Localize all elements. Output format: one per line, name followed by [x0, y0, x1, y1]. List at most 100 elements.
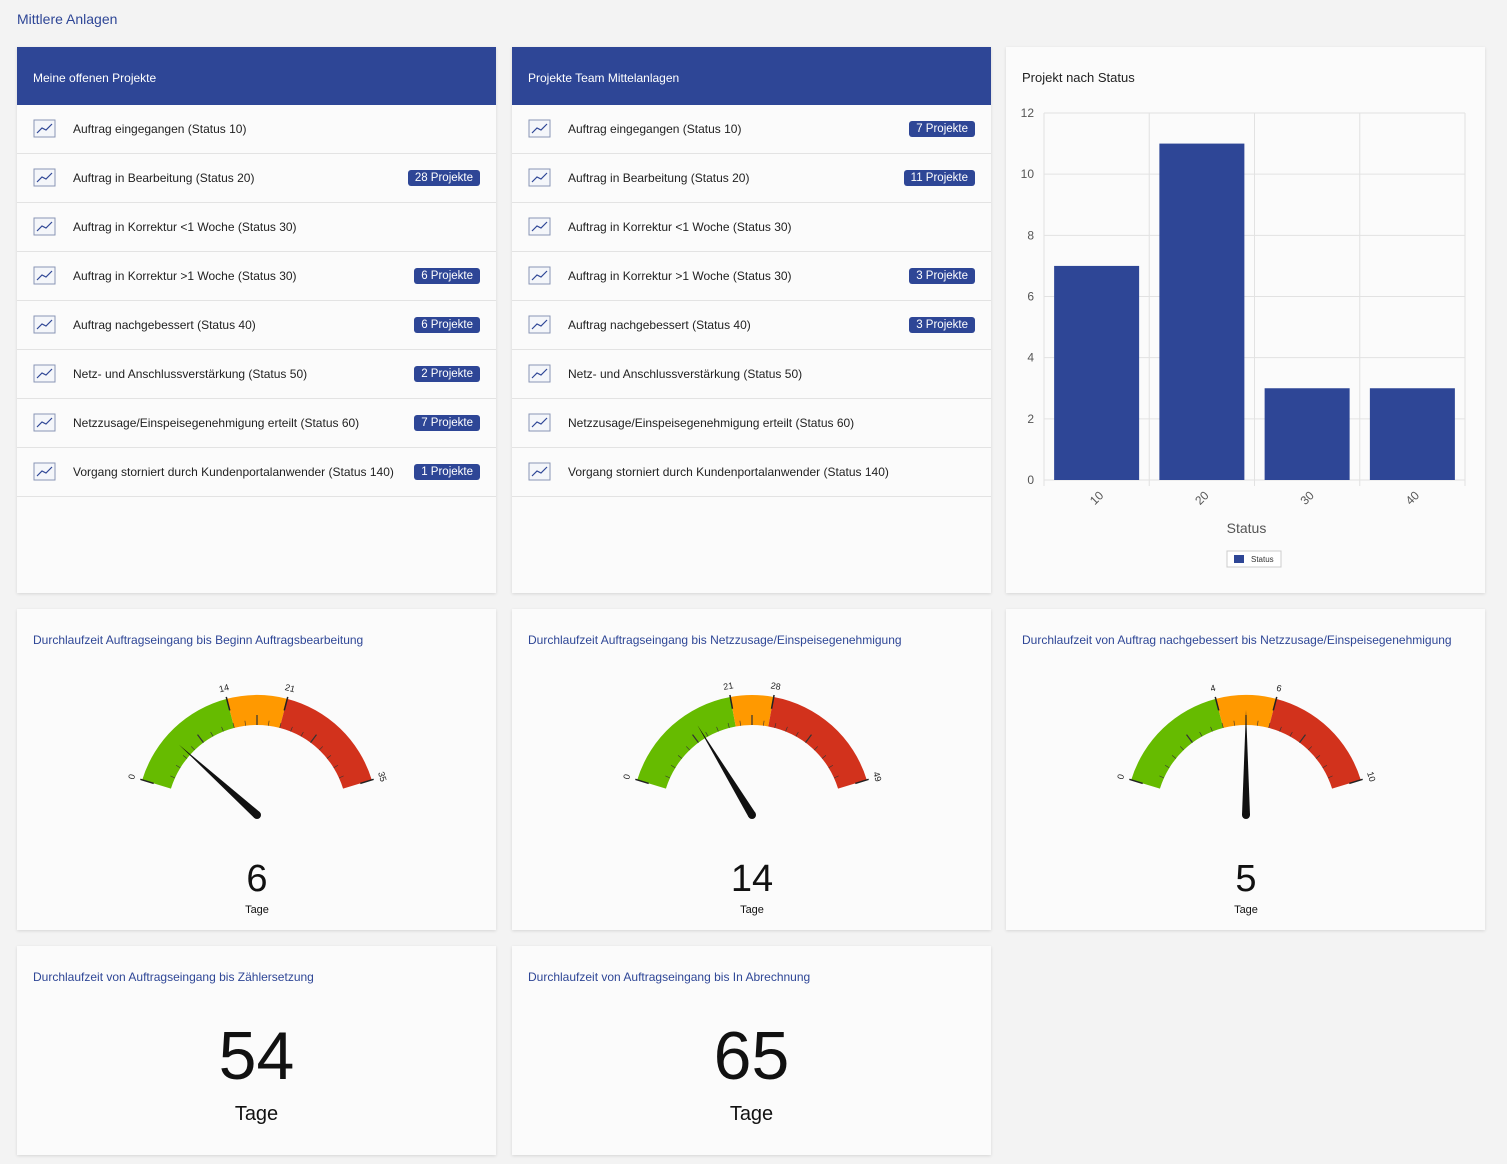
badge: 28 Projekte	[407, 170, 480, 186]
minor-tick	[665, 775, 671, 779]
gauge-tick-label: 6	[1275, 683, 1282, 694]
gauge-band	[226, 695, 288, 728]
minor-tick	[1199, 731, 1203, 737]
row-label: Auftrag nachgebessert (Status 40)	[73, 318, 256, 332]
icon-frame	[33, 119, 56, 138]
minor-tick	[1322, 764, 1328, 769]
list-row[interactable]: Auftrag nachgebessert (Status 40) 3 Proje…	[512, 301, 991, 350]
icon-line	[531, 123, 548, 134]
minor-tick	[221, 726, 224, 732]
y-tick-label: 2	[1027, 412, 1034, 426]
list-row[interactable]: Auftrag in Korrektur <1 Woche (Status 30…	[17, 203, 496, 252]
minor-tick	[828, 764, 834, 769]
chart-icon	[528, 462, 551, 481]
kpi-card: Durchlaufzeit von Auftragseingang bis In…	[512, 946, 991, 1155]
list-row[interactable]: Auftrag eingegangen (Status 10) 7 Projekt…	[512, 105, 991, 154]
legend-swatch	[1234, 555, 1244, 563]
badge: 3 Projekte	[909, 317, 975, 333]
list-row[interactable]: Auftrag in Bearbeitung (Status 20) 11 Pro…	[512, 154, 991, 203]
icon-line	[36, 417, 53, 428]
gauge-band	[1268, 698, 1361, 789]
icon-frame	[33, 315, 56, 334]
icon-line	[531, 270, 548, 281]
gauge-unit: Tage	[740, 904, 764, 916]
x-tick-label: 40	[1403, 488, 1423, 508]
minor-tick	[1159, 775, 1165, 779]
row-label: Auftrag eingegangen (Status 10)	[73, 122, 247, 136]
icon-frame	[528, 315, 551, 334]
gauge-value: 5	[1235, 858, 1256, 900]
minor-tick	[333, 764, 339, 769]
chart-icon	[33, 168, 56, 187]
gauge-tick-label: 35	[376, 770, 388, 783]
bar	[1159, 143, 1245, 480]
icon-frame	[33, 413, 56, 432]
kpi-unit: Tage	[234, 1103, 279, 1125]
icon-frame	[528, 217, 551, 236]
badge: 1 Projekte	[414, 464, 480, 480]
needle-hub	[1242, 811, 1250, 819]
chart-icon	[528, 217, 551, 236]
icon-frame	[528, 364, 551, 383]
row-label: Netzzusage/Einspeisegenehmigung erteilt …	[568, 416, 855, 430]
icon-frame	[33, 168, 56, 187]
list-row[interactable]: Netz- und Anschlussverstärkung (Status 5…	[512, 350, 991, 399]
minor-tick	[1164, 764, 1170, 769]
icon-line	[36, 221, 53, 232]
gauge-tick-label: 49	[871, 770, 883, 783]
project-list-card: Meine offenen Projekte Auftrag eingegange…	[17, 47, 496, 593]
minor-tick	[182, 755, 188, 759]
needle	[1242, 710, 1250, 815]
list-row[interactable]: Netzzusage/Einspeisegenehmigung erteilt …	[512, 399, 991, 448]
list-row[interactable]: Auftrag in Korrektur <1 Woche (Status 30…	[512, 203, 991, 252]
minor-tick	[244, 720, 246, 726]
minor-tick	[795, 731, 799, 737]
chart-icon	[528, 315, 551, 334]
x-tick-label: 10	[1087, 488, 1107, 508]
gauge-unit: Tage	[245, 904, 269, 916]
minor-tick	[1180, 746, 1184, 751]
gauge-tick-label: 28	[770, 680, 782, 692]
chart-icon	[528, 168, 551, 187]
list-row[interactable]: Auftrag in Korrektur >1 Woche (Status 30…	[17, 252, 496, 301]
minor-tick	[821, 755, 827, 759]
gauge-band	[768, 696, 867, 789]
list-row[interactable]: Netzzusage/Einspeisegenehmigung erteilt …	[17, 399, 496, 448]
row-label: Vorgang storniert durch Kundenportalanwe…	[568, 465, 889, 479]
badge: 3 Projekte	[909, 268, 975, 284]
list-row[interactable]: Auftrag in Korrektur >1 Woche (Status 30…	[512, 252, 991, 301]
minor-tick	[319, 746, 323, 751]
y-tick-label: 4	[1027, 351, 1034, 365]
chart-icon	[528, 119, 551, 138]
minor-tick	[727, 722, 730, 728]
chart-icon	[528, 266, 551, 285]
bar-chart: Projekt nach Status 0 2 4 6 8 10 12 10 20 30 40 Stat…	[1021, 70, 1466, 568]
minor-tick	[326, 755, 332, 759]
gauge-card: Durchlaufzeit Auftragseingang bis Netzzu…	[512, 609, 991, 930]
project-list-card: Projekte Team Mittelanlagen Auftrag einge…	[512, 47, 991, 593]
minor-tick	[1257, 720, 1259, 726]
minor-tick	[170, 775, 176, 779]
row-label: Auftrag nachgebessert (Status 40)	[568, 318, 751, 332]
row-label: Auftrag in Bearbeitung (Status 20)	[568, 171, 750, 185]
gauge-tick	[1349, 778, 1363, 785]
list-row[interactable]: Auftrag in Bearbeitung (Status 20) 28 Pro…	[17, 154, 496, 203]
chart-card: Projekt nach Status 0 2 4 6 8 10 12 10 20 30 40 Stat…	[1006, 47, 1485, 593]
card-header: Projekte Team Mittelanlagen	[512, 47, 991, 105]
list-row[interactable]: Vorgang storniert durch Kundenportalanwe…	[17, 448, 496, 497]
minor-tick	[1221, 722, 1224, 728]
list-row[interactable]: Vorgang storniert durch Kundenportalanwe…	[512, 448, 991, 497]
minor-tick	[1308, 746, 1312, 751]
row-label: Auftrag in Bearbeitung (Status 20)	[73, 171, 255, 185]
list-row[interactable]: Netz- und Anschlussverstärkung (Status 5…	[17, 350, 496, 399]
gauge: 0 21 28 49 14 Tage	[621, 680, 883, 916]
x-tick-label: 30	[1297, 488, 1317, 508]
gauge-title: Durchlaufzeit Auftragseingang bis Beginn…	[33, 633, 364, 647]
list-row[interactable]: Auftrag nachgebessert (Status 40) 6 Proje…	[17, 301, 496, 350]
needle-hub	[748, 811, 756, 819]
chart-icon	[33, 119, 56, 138]
list-row[interactable]: Auftrag eingegangen (Status 10)	[17, 105, 496, 154]
minor-tick	[814, 746, 818, 751]
x-tick-label: 20	[1192, 488, 1212, 508]
